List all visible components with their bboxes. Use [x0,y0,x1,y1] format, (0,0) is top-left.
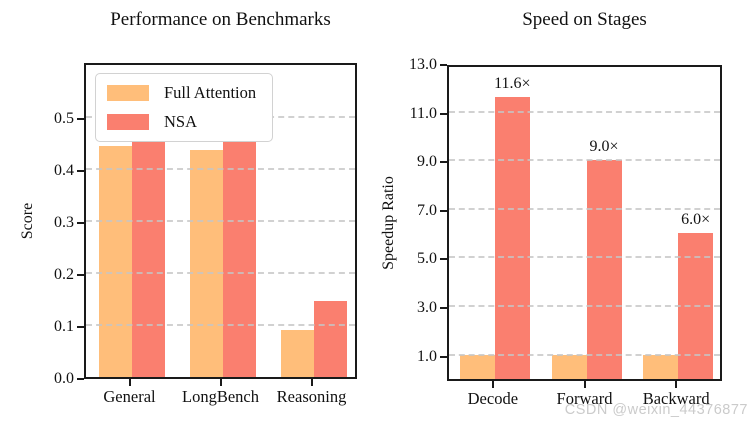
legend: Full Attention NSA [95,73,274,142]
bar-value-label: 11.6× [494,75,531,93]
bar-value-label: 6.0× [681,211,711,229]
y-tick-label: 0.5 [54,109,74,127]
y-tick-label: 1.0 [417,347,437,365]
y-tick-label: 0.4 [54,161,74,179]
gridline [449,256,720,259]
y-tick-mark [77,273,84,276]
legend-item-full-attention: Full Attention [107,83,256,103]
bar-full-attention-backward [643,354,679,379]
x-tick-label: Reasoning [276,387,347,406]
legend-item-nsa: NSA [107,112,256,132]
x-tick-mark [219,379,222,386]
gridline [449,110,720,113]
y-tick-mark [440,307,447,310]
y-tick-mark [77,169,84,172]
x-tick-mark [310,379,313,386]
plot-area: Full Attention NSA [84,63,357,379]
bar-nsa-general [131,139,165,377]
bar-nsa-reasoning [313,301,347,377]
gridline [86,323,355,326]
gridline [449,159,720,162]
x-tick-label: Backward [642,389,710,408]
y-tick-mark [77,117,84,120]
y-tick-label: 9.0 [417,153,437,171]
y-tick-mark [77,221,84,224]
bar-full-attention-forward [551,354,587,379]
legend-swatch [107,85,149,101]
legend-label: Full Attention [164,83,257,102]
y-tick-label: 0.0 [54,370,74,387]
y-tick-mark [77,378,84,380]
x-tick-label: Decode [467,389,519,408]
x-tick-mark [491,381,494,388]
y-tick-mark [440,209,447,212]
y-tick-mark [440,355,447,358]
chart-title: Performance on Benchmarks [110,9,331,30]
plot-area: 11.6× 9.0× 6.0× [447,65,722,381]
y-tick-mark [440,161,447,164]
bar-nsa-decode [494,97,530,379]
bar-full-attention-reasoning [280,329,314,377]
y-tick-label: 11.0 [409,104,437,122]
y-tick-mark [440,112,447,115]
x-tick-label: Forward [556,389,613,408]
bar-nsa-forward [586,160,622,379]
y-tick-label: 0.2 [54,265,74,283]
y-tick-label: 0.3 [54,213,74,231]
legend-swatch [107,114,149,130]
bar-full-attention-longbench [189,149,223,377]
y-tick-mark [77,325,84,328]
y-tick-label: 3.0 [417,299,437,317]
bar-full-attention-general [98,146,132,377]
y-tick-label: 0.1 [54,317,74,335]
gridline [86,167,355,170]
y-tick-label: 5.0 [417,250,437,268]
gridline [86,219,355,222]
y-tick-mark [440,258,447,261]
y-tick-mark [440,64,447,66]
x-tick-label: General [103,387,156,406]
x-tick-mark [583,381,586,388]
x-tick-label: LongBench [182,387,259,406]
gridline [86,271,355,274]
y-tick-label: 7.0 [417,201,437,219]
bar-full-attention-decode [459,354,495,379]
bar-nsa-longbench [222,132,256,377]
x-tick-mark [128,379,131,386]
gridline [449,207,720,210]
bar-value-label: 9.0× [589,138,619,156]
legend-label: NSA [164,112,198,131]
gridline [449,353,720,356]
x-tick-mark [675,381,678,388]
gridline [449,305,720,308]
y-tick-label: 13.0 [409,56,437,73]
chart-title: Speed on Stages [522,9,647,30]
watermark: CSDN @weixin_44376877 [564,402,748,418]
